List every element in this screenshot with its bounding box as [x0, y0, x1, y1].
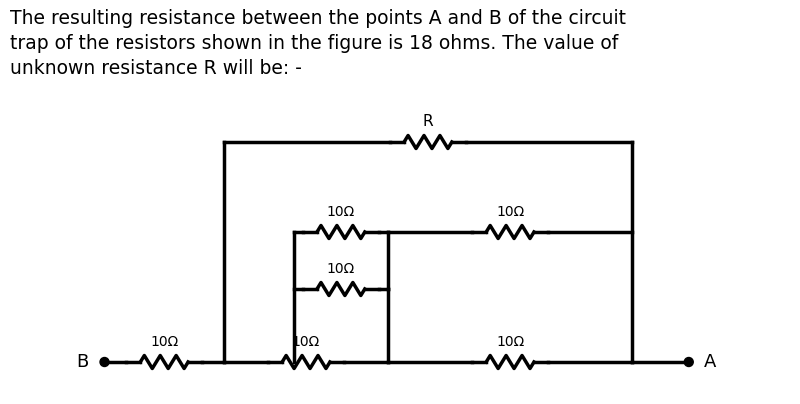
Text: 10Ω: 10Ω	[150, 335, 178, 349]
Text: B: B	[77, 353, 89, 371]
Text: A: A	[704, 353, 716, 371]
Text: 10Ω: 10Ω	[326, 205, 355, 219]
Text: 10Ω: 10Ω	[496, 335, 524, 349]
Circle shape	[684, 358, 694, 366]
Text: The resulting resistance between the points A and B of the circuit
trap of the r: The resulting resistance between the poi…	[10, 9, 626, 78]
Circle shape	[100, 358, 109, 366]
Text: 10Ω: 10Ω	[292, 335, 320, 349]
Text: R: R	[422, 114, 434, 129]
Text: 10Ω: 10Ω	[496, 205, 524, 219]
Text: 10Ω: 10Ω	[326, 262, 355, 276]
